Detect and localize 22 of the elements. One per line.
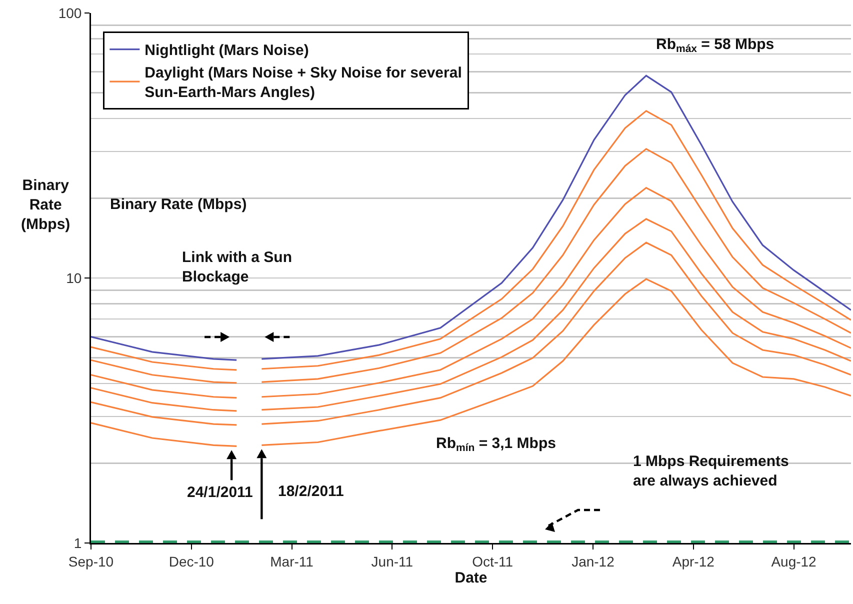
x-tick-label: Dec-10 — [168, 553, 214, 570]
x-axis-title: Date — [454, 569, 488, 586]
x-tick-label: Aug-12 — [771, 553, 817, 570]
legend-label: Daylight (Mars Noise + Sky Noise for several Sun-Earth-Mars Angles) — [144, 64, 462, 102]
x-tick-label: Jan-12 — [572, 553, 615, 570]
y-tick-label: 100 — [58, 4, 82, 21]
x-tick-label: Oct-11 — [472, 553, 514, 570]
annotation: 24/1/2011 — [187, 484, 253, 501]
annotation: 1 Mbps Requirements are always achieved — [633, 453, 789, 490]
annotation: 18/2/2011 — [278, 483, 344, 500]
x-tick-label: Sep-10 — [68, 553, 114, 570]
x-tick-label: Jun-11 — [371, 553, 414, 570]
y-axis-title: Binary Rate (Mbps) — [21, 177, 70, 233]
y-tick-label: 1 — [74, 534, 82, 551]
annotation: Rb$_{máx}$ = 58 Mbps — [656, 36, 774, 56]
annotation: Rb$_{mín}$ = 3,1 Mbps — [436, 435, 556, 454]
x-tick-label: Mar-11 — [270, 553, 314, 570]
annotation: Binary Rate (Mbps) — [110, 196, 247, 213]
x-tick-label: Apr-12 — [672, 553, 715, 570]
legend-label: Nightlight (Mars Noise) — [144, 42, 309, 60]
y-tick-label: 10 — [66, 270, 82, 286]
annotation: Link with a Sun Blockage — [182, 249, 292, 286]
